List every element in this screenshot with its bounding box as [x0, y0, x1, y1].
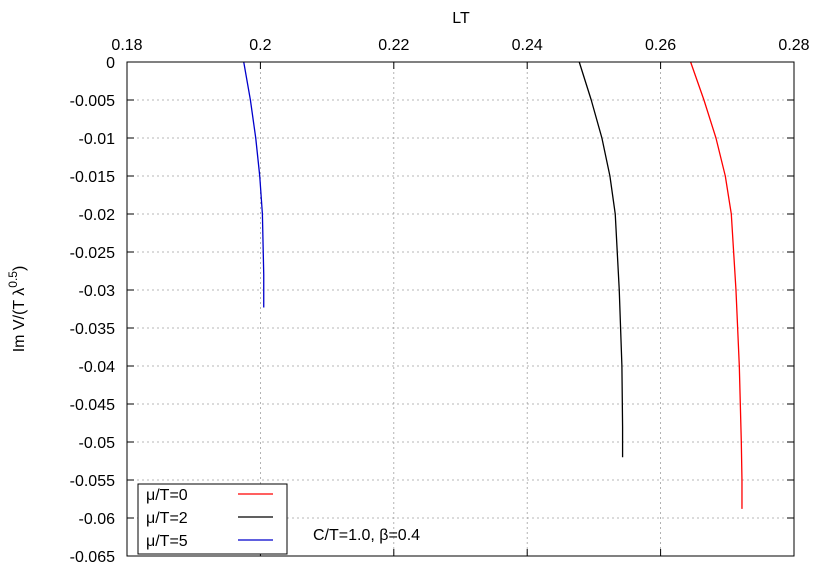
plot-frame: [126, 61, 795, 557]
x-tick-label: 0.22: [378, 37, 409, 54]
legend-box: [137, 483, 288, 555]
y-tick-label: -0.015: [70, 169, 115, 186]
axis-ticks: [126, 61, 795, 557]
y-axis-title-close: ): [11, 266, 28, 271]
series-line-0: [689, 61, 743, 509]
series-line-1: [578, 61, 624, 458]
legend-label-1: μ/T=2: [146, 510, 188, 527]
y-tick-label: -0.02: [79, 207, 116, 224]
y-tick-label: -0.045: [70, 397, 115, 414]
y-axis-title: Im V/(T λ0.5): [6, 266, 28, 353]
x-tick-label: 0.26: [645, 37, 676, 54]
parameter-annotation: C/T=1.0, β=0.4: [313, 527, 420, 544]
y-tick-label: -0.05: [79, 435, 116, 452]
y-tick-label: -0.055: [70, 473, 115, 490]
tick-labels: 0.18 0.2 0.22 0.24 0.26 0.28 0 -0.005 -0.01 -0.01…: [70, 37, 810, 566]
y-tick-label: 0: [106, 55, 115, 72]
y-tick-label: -0.01: [79, 131, 116, 148]
y-tick-label: -0.025: [70, 245, 115, 262]
series-lines: [243, 61, 743, 509]
y-axis-title-main: Im V/(T λ: [11, 288, 28, 353]
x-tick-label: 0.28: [778, 37, 809, 54]
x-tick-label: 0.2: [249, 37, 271, 54]
series-line-2: [243, 61, 265, 308]
x-axis-title: LT: [452, 10, 470, 27]
y-tick-label: -0.005: [70, 93, 115, 110]
x-tick-label: 0.24: [512, 37, 543, 54]
legend-label-2: μ/T=5: [146, 533, 188, 550]
grid: [127, 62, 794, 556]
y-axis-title-sup: 0.5: [6, 271, 20, 288]
y-tick-label: -0.04: [79, 359, 116, 376]
y-tick-label: -0.03: [79, 283, 116, 300]
y-tick-label: -0.065: [70, 549, 115, 566]
legend: μ/T=0 μ/T=2 μ/T=5: [137, 483, 288, 555]
legend-label-0: μ/T=0: [146, 487, 188, 504]
y-tick-label: -0.035: [70, 321, 115, 338]
x-tick-label: 0.18: [111, 37, 142, 54]
y-tick-label: -0.06: [79, 511, 116, 528]
